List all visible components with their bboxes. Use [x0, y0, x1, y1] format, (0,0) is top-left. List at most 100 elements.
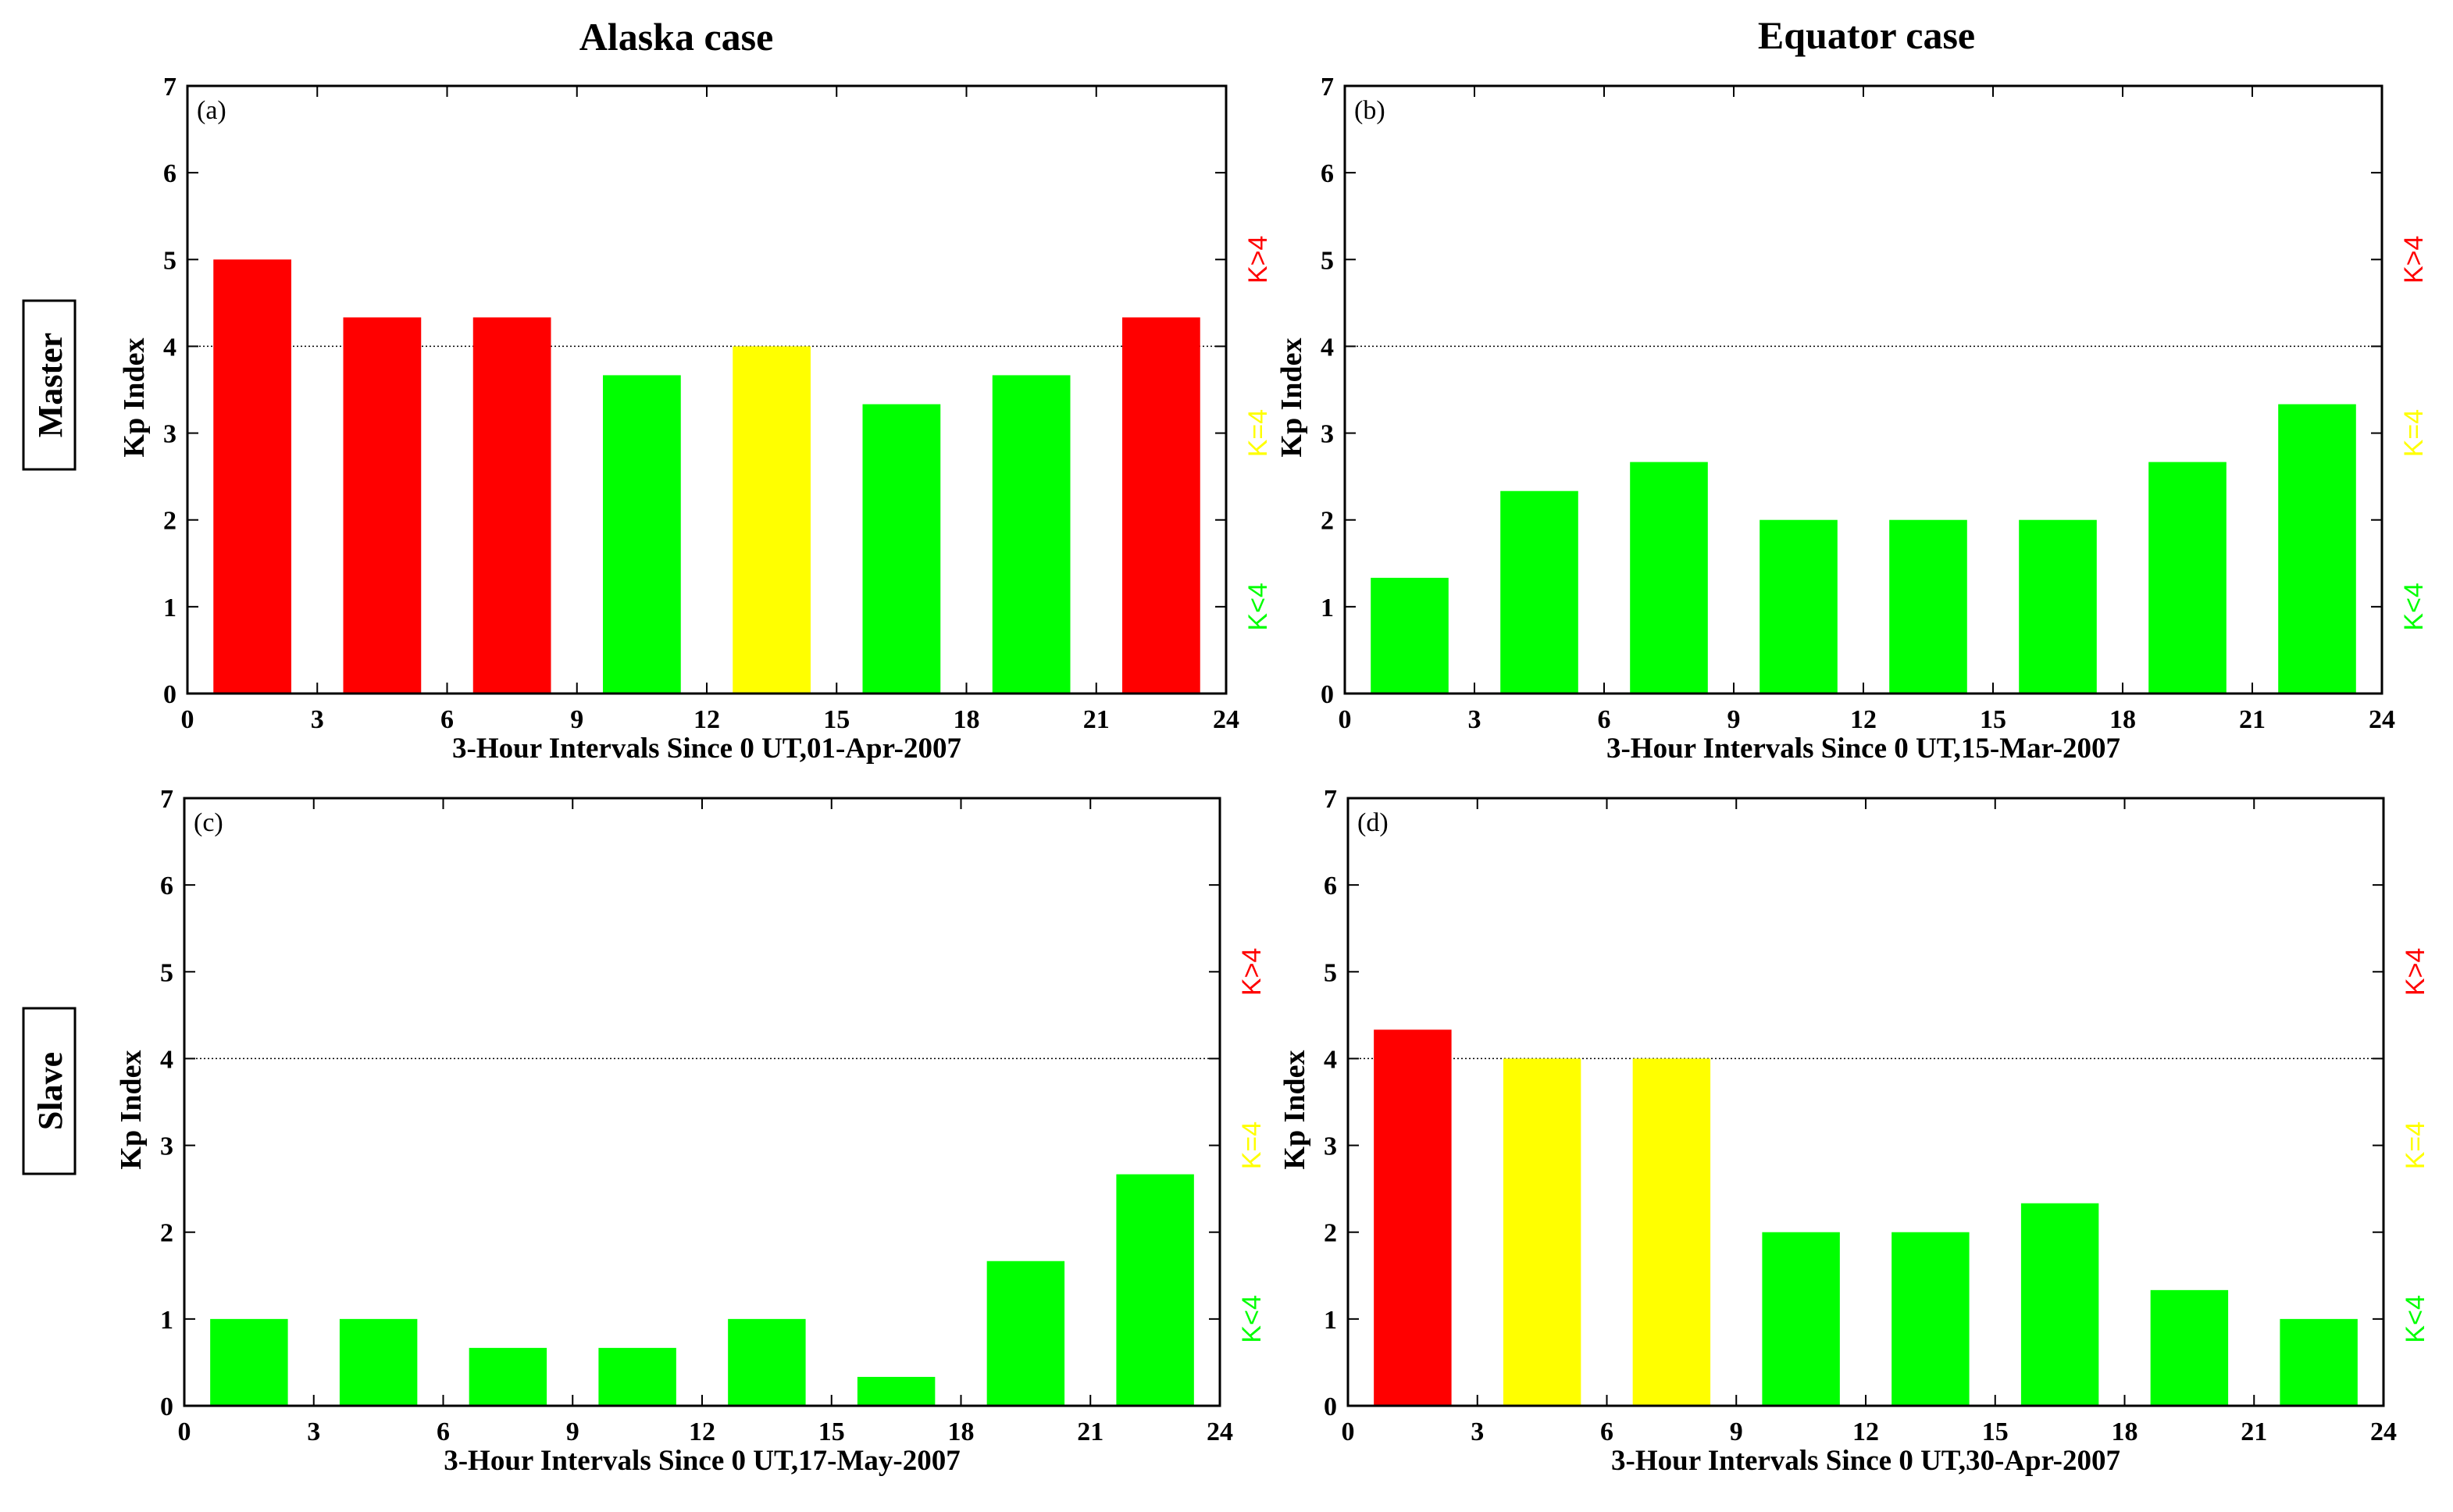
y-axis-title: Kp Index	[1275, 337, 1308, 457]
x-tick-label: 6	[437, 1418, 450, 1446]
x-axis-title: 3-Hour Intervals Since 0 UT,17-May-2007	[444, 1445, 961, 1477]
x-tick-label: 12	[1852, 1418, 1879, 1446]
bar-5	[733, 346, 811, 694]
legend-Keq4: K=4	[1243, 409, 1273, 457]
panel-label: (a)	[197, 96, 226, 125]
bar-2	[1500, 490, 1578, 694]
bar-5	[1889, 519, 1967, 694]
bar-6	[862, 404, 941, 694]
y-tick-label: 0	[160, 1393, 173, 1421]
x-tick-label: 18	[2112, 1418, 2138, 1446]
x-tick-label: 9	[1727, 705, 1741, 734]
x-tick-label: 9	[566, 1418, 579, 1446]
bar-4	[598, 1347, 676, 1406]
x-tick-label: 0	[1339, 705, 1352, 734]
x-axis-title: 3-Hour Intervals Since 0 UT,15-Mar-2007	[1606, 733, 2120, 765]
x-tick-label: 24	[1207, 1418, 1233, 1446]
y-tick-label: 7	[1321, 73, 1334, 102]
y-tick-label: 2	[163, 507, 176, 536]
legend-Kgt4: K>4	[2399, 236, 2429, 284]
y-tick-label: 4	[1321, 333, 1334, 362]
x-tick-label: 3	[311, 705, 324, 734]
y-tick-label: 5	[1321, 246, 1334, 275]
legend-Klt4: K<4	[2399, 583, 2429, 630]
x-tick-label: 21	[1077, 1418, 1103, 1446]
legend-Klt4: K<4	[2401, 1295, 2430, 1343]
bar-6	[2020, 1203, 2099, 1406]
bar-8	[2280, 1318, 2358, 1406]
y-tick-label: 6	[160, 872, 173, 900]
legend-Klt4: K<4	[1237, 1295, 1267, 1343]
bar-8	[1122, 317, 1200, 694]
y-tick-label: 4	[163, 333, 176, 362]
x-tick-label: 21	[2241, 1418, 2267, 1446]
panel-label: (c)	[194, 808, 223, 837]
y-tick-label: 0	[1321, 680, 1334, 709]
y-tick-label: 0	[163, 680, 176, 709]
y-axis-title: Kp Index	[115, 1050, 148, 1169]
bar-3	[1630, 462, 1708, 694]
legend-Keq4: K=4	[2399, 409, 2429, 457]
x-tick-label: 15	[1980, 705, 2006, 734]
row-label-master: Master	[31, 333, 70, 437]
x-tick-label: 3	[307, 1418, 320, 1446]
y-tick-label: 1	[160, 1306, 173, 1335]
x-tick-label: 24	[2370, 1418, 2397, 1446]
bar-6	[2019, 519, 2097, 694]
x-tick-label: 21	[1083, 705, 1110, 734]
x-tick-label: 12	[689, 1418, 715, 1446]
bar-2	[1503, 1058, 1581, 1406]
y-tick-label: 7	[1324, 785, 1337, 814]
legend-Keq4: K=4	[1237, 1122, 1267, 1169]
bar-7	[986, 1261, 1065, 1406]
bar-1	[1371, 577, 1449, 694]
x-tick-label: 3	[1471, 1418, 1484, 1446]
x-tick-label: 0	[1342, 1418, 1355, 1446]
bar-4	[1762, 1232, 1840, 1406]
y-tick-label: 6	[1321, 159, 1334, 188]
x-tick-label: 15	[823, 705, 850, 734]
y-tick-label: 1	[1321, 594, 1334, 622]
panel-label: (d)	[1357, 808, 1389, 837]
y-tick-label: 5	[160, 958, 173, 987]
y-tick-label: 3	[1324, 1132, 1337, 1161]
x-tick-label: 6	[440, 705, 454, 734]
x-tick-label: 0	[178, 1418, 191, 1446]
x-tick-label: 21	[2239, 705, 2266, 734]
legend-Kgt4: K>4	[2401, 948, 2430, 996]
bar-4	[603, 375, 681, 694]
x-tick-label: 6	[1600, 1418, 1613, 1446]
bar-5	[728, 1318, 806, 1406]
x-tick-label: 15	[1982, 1418, 2009, 1446]
y-tick-label: 4	[1324, 1045, 1337, 1074]
bar-8	[2278, 404, 2356, 694]
y-tick-label: 2	[160, 1219, 173, 1248]
y-axis-title: Kp Index	[118, 337, 151, 457]
bar-4	[1760, 519, 1838, 694]
y-tick-label: 6	[1324, 872, 1337, 900]
row-label-slave: Slave	[31, 1052, 70, 1130]
legend-Klt4: K<4	[1243, 583, 1273, 630]
x-tick-label: 6	[1598, 705, 1611, 734]
y-axis-title: Kp Index	[1278, 1050, 1311, 1169]
bar-7	[2148, 462, 2227, 694]
y-tick-label: 3	[163, 420, 176, 449]
x-tick-label: 12	[1850, 705, 1877, 734]
x-tick-label: 18	[954, 705, 980, 734]
y-tick-label: 0	[1324, 1393, 1337, 1421]
y-tick-label: 5	[1324, 958, 1337, 987]
bar-1	[210, 1318, 288, 1406]
x-tick-label: 24	[1213, 705, 1239, 734]
legend-Keq4: K=4	[2401, 1122, 2430, 1169]
x-axis-title: 3-Hour Intervals Since 0 UT,01-Apr-2007	[452, 733, 961, 765]
row-label-slave-box: Slave	[22, 1007, 77, 1175]
bar-6	[857, 1376, 936, 1406]
x-tick-label: 12	[693, 705, 720, 734]
row-label-master-box: Master	[22, 299, 77, 471]
y-tick-label: 6	[163, 159, 176, 188]
y-tick-label: 3	[1321, 420, 1334, 449]
bar-1	[213, 259, 291, 694]
y-tick-label: 7	[160, 785, 173, 814]
